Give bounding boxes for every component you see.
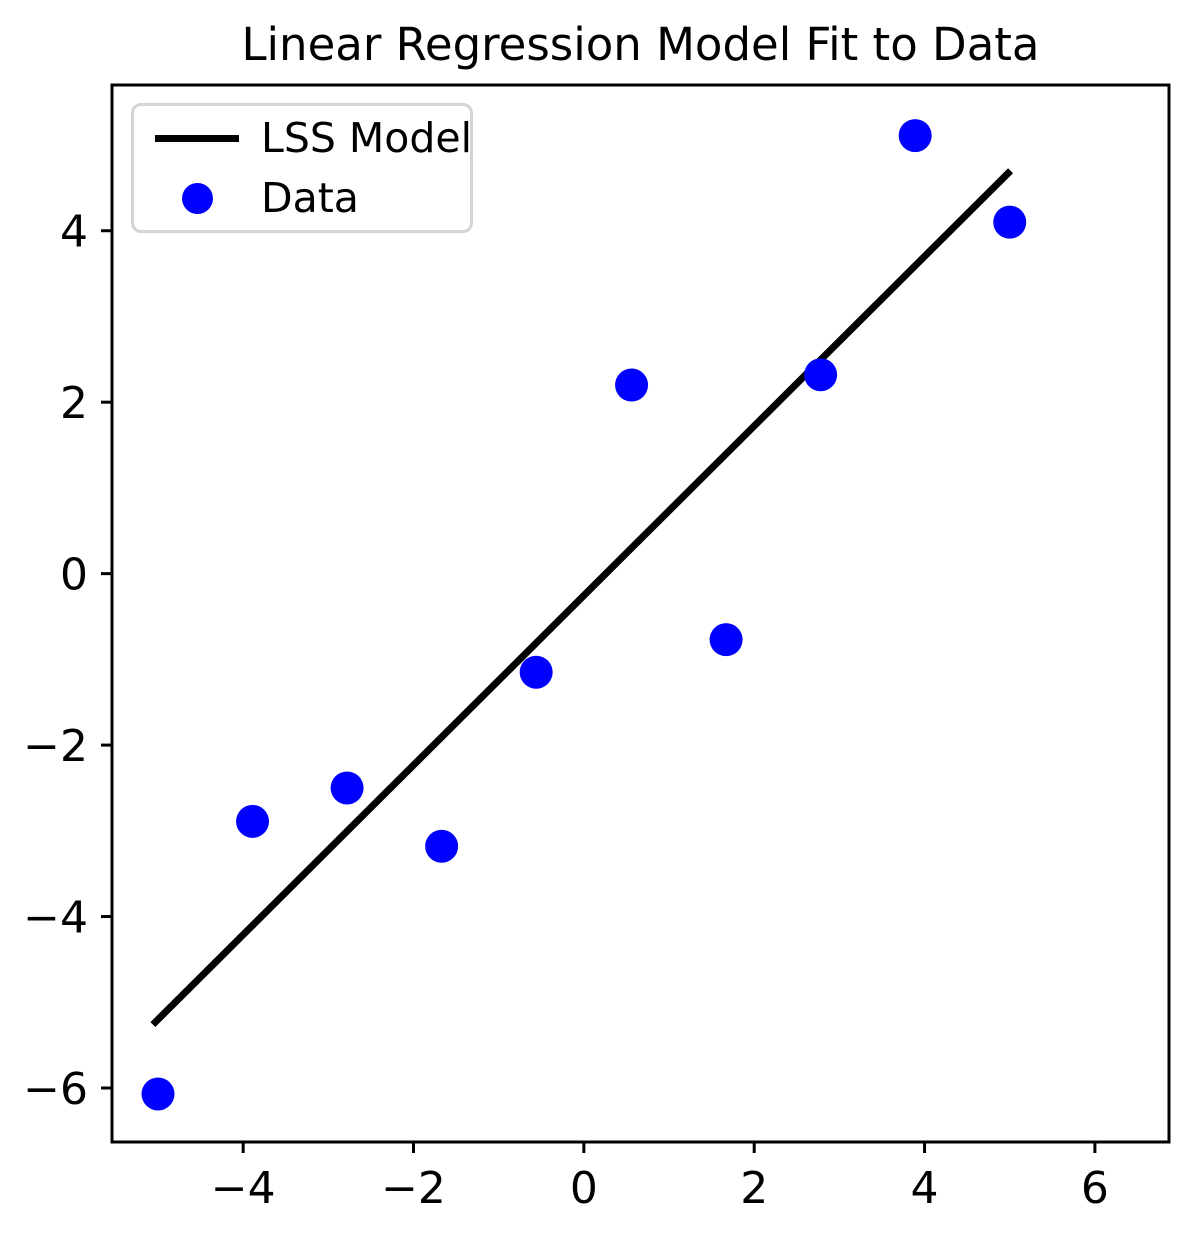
legend-box: LSS Model Data [131, 103, 473, 233]
data-point [615, 368, 649, 402]
regression-line [150, 168, 1014, 1028]
y-tick-label: −6 [23, 1064, 88, 1115]
y-tick-label: −2 [23, 721, 88, 772]
x-tick-label: 6 [1081, 1163, 1109, 1214]
data-point [804, 358, 838, 392]
x-tick-label: −4 [211, 1163, 276, 1214]
data-point [709, 623, 743, 657]
axes-frame [110, 83, 1171, 1144]
data-point [519, 655, 553, 689]
chart-title: Linear Regression Model Fit to Data [241, 18, 1040, 71]
y-tick-label: 4 [60, 207, 88, 258]
x-tick-label: 0 [570, 1163, 598, 1214]
data-point [330, 771, 364, 805]
legend-line-icon [155, 134, 239, 142]
y-tick-label: 2 [60, 378, 88, 429]
legend-item-lss-model: LSS Model [134, 110, 473, 166]
x-tick-label: 4 [911, 1163, 939, 1214]
legend-label-data: Data [261, 173, 359, 222]
data-point [236, 804, 270, 838]
y-tick-label: −4 [23, 893, 88, 944]
legend-marker-box [148, 182, 246, 214]
y-tick-label: 0 [60, 550, 88, 601]
data-point [141, 1077, 175, 1111]
legend-marker-box [148, 134, 246, 142]
data-point [898, 119, 932, 153]
legend-dot-icon [181, 182, 213, 214]
x-tick-label: −2 [381, 1163, 446, 1214]
legend-item-data: Data [134, 170, 470, 226]
x-tick-label: 2 [740, 1163, 768, 1214]
data-point [425, 829, 459, 863]
data-point [993, 205, 1027, 239]
legend-label-lss-model: LSS Model [261, 113, 473, 162]
